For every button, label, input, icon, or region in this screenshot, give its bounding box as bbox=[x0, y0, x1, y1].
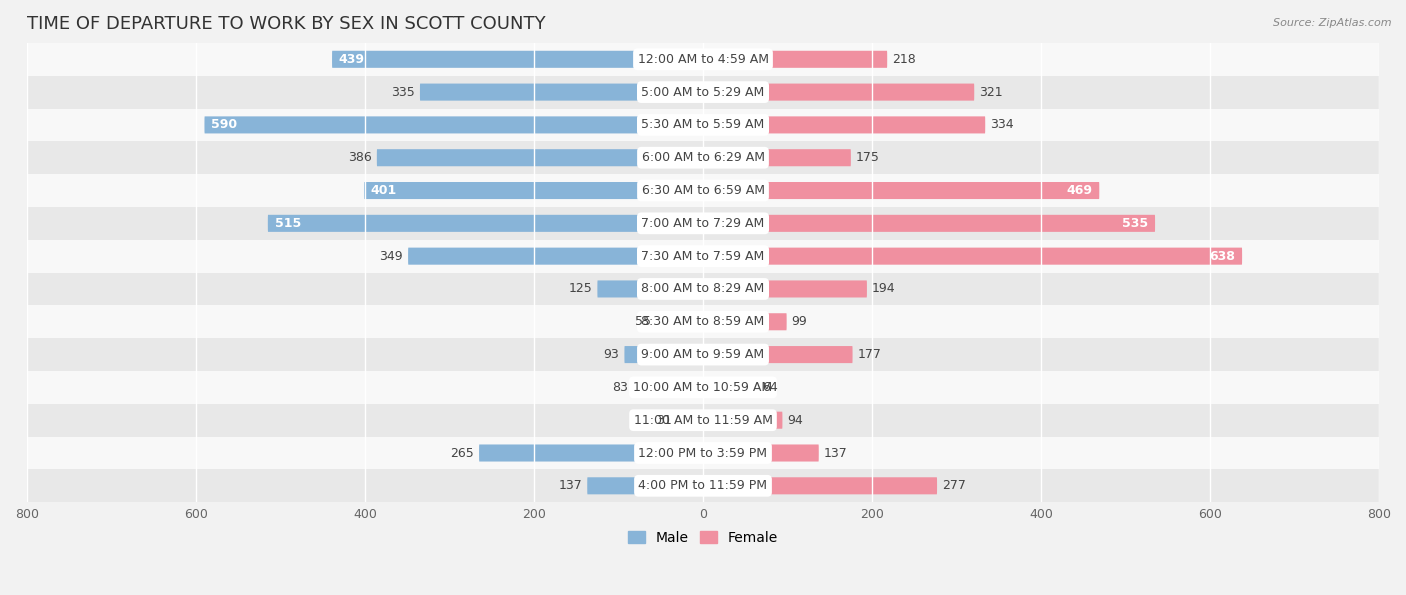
FancyBboxPatch shape bbox=[588, 477, 703, 494]
FancyBboxPatch shape bbox=[703, 182, 1099, 199]
FancyBboxPatch shape bbox=[703, 477, 936, 494]
Text: 12:00 AM to 4:59 AM: 12:00 AM to 4:59 AM bbox=[637, 53, 769, 66]
Text: 590: 590 bbox=[211, 118, 238, 131]
Text: 64: 64 bbox=[762, 381, 778, 394]
Text: 137: 137 bbox=[824, 446, 848, 459]
FancyBboxPatch shape bbox=[598, 280, 703, 298]
Text: 7:00 AM to 7:29 AM: 7:00 AM to 7:29 AM bbox=[641, 217, 765, 230]
Legend: Male, Female: Male, Female bbox=[623, 525, 783, 550]
Text: 386: 386 bbox=[349, 151, 371, 164]
FancyBboxPatch shape bbox=[27, 305, 1379, 338]
FancyBboxPatch shape bbox=[703, 379, 756, 396]
Text: 334: 334 bbox=[990, 118, 1014, 131]
FancyBboxPatch shape bbox=[703, 248, 1241, 265]
Text: 6:30 AM to 6:59 AM: 6:30 AM to 6:59 AM bbox=[641, 184, 765, 197]
Text: 218: 218 bbox=[893, 53, 917, 66]
FancyBboxPatch shape bbox=[27, 207, 1379, 240]
FancyBboxPatch shape bbox=[27, 404, 1379, 437]
Text: 55: 55 bbox=[636, 315, 651, 328]
Text: 8:00 AM to 8:29 AM: 8:00 AM to 8:29 AM bbox=[641, 283, 765, 296]
FancyBboxPatch shape bbox=[657, 313, 703, 330]
Text: 9:00 AM to 9:59 AM: 9:00 AM to 9:59 AM bbox=[641, 348, 765, 361]
Text: 265: 265 bbox=[450, 446, 474, 459]
FancyBboxPatch shape bbox=[703, 346, 852, 363]
Text: 5:30 AM to 5:59 AM: 5:30 AM to 5:59 AM bbox=[641, 118, 765, 131]
FancyBboxPatch shape bbox=[676, 412, 703, 429]
Text: 401: 401 bbox=[371, 184, 396, 197]
Text: 5:00 AM to 5:29 AM: 5:00 AM to 5:29 AM bbox=[641, 86, 765, 99]
Text: Source: ZipAtlas.com: Source: ZipAtlas.com bbox=[1274, 18, 1392, 28]
FancyBboxPatch shape bbox=[27, 371, 1379, 404]
FancyBboxPatch shape bbox=[332, 51, 703, 68]
FancyBboxPatch shape bbox=[27, 108, 1379, 142]
FancyBboxPatch shape bbox=[27, 273, 1379, 305]
Text: 10:00 AM to 10:59 AM: 10:00 AM to 10:59 AM bbox=[634, 381, 772, 394]
FancyBboxPatch shape bbox=[27, 338, 1379, 371]
Text: 31: 31 bbox=[657, 414, 672, 427]
Text: 515: 515 bbox=[274, 217, 301, 230]
FancyBboxPatch shape bbox=[703, 83, 974, 101]
FancyBboxPatch shape bbox=[624, 346, 703, 363]
Text: 177: 177 bbox=[858, 348, 882, 361]
Text: 99: 99 bbox=[792, 315, 807, 328]
Text: 83: 83 bbox=[612, 381, 628, 394]
FancyBboxPatch shape bbox=[27, 469, 1379, 502]
Text: 335: 335 bbox=[391, 86, 415, 99]
FancyBboxPatch shape bbox=[204, 117, 703, 133]
FancyBboxPatch shape bbox=[364, 182, 703, 199]
Text: TIME OF DEPARTURE TO WORK BY SEX IN SCOTT COUNTY: TIME OF DEPARTURE TO WORK BY SEX IN SCOT… bbox=[27, 15, 546, 33]
Text: 175: 175 bbox=[856, 151, 880, 164]
FancyBboxPatch shape bbox=[377, 149, 703, 166]
Text: 469: 469 bbox=[1067, 184, 1092, 197]
FancyBboxPatch shape bbox=[408, 248, 703, 265]
FancyBboxPatch shape bbox=[27, 240, 1379, 273]
FancyBboxPatch shape bbox=[703, 444, 818, 462]
Text: 12:00 PM to 3:59 PM: 12:00 PM to 3:59 PM bbox=[638, 446, 768, 459]
FancyBboxPatch shape bbox=[27, 437, 1379, 469]
FancyBboxPatch shape bbox=[267, 215, 703, 232]
FancyBboxPatch shape bbox=[703, 51, 887, 68]
Text: 6:00 AM to 6:29 AM: 6:00 AM to 6:29 AM bbox=[641, 151, 765, 164]
Text: 8:30 AM to 8:59 AM: 8:30 AM to 8:59 AM bbox=[641, 315, 765, 328]
FancyBboxPatch shape bbox=[703, 313, 786, 330]
FancyBboxPatch shape bbox=[703, 149, 851, 166]
FancyBboxPatch shape bbox=[27, 174, 1379, 207]
Text: 321: 321 bbox=[980, 86, 1002, 99]
FancyBboxPatch shape bbox=[479, 444, 703, 462]
Text: 277: 277 bbox=[942, 480, 966, 492]
FancyBboxPatch shape bbox=[703, 215, 1156, 232]
Text: 11:00 AM to 11:59 AM: 11:00 AM to 11:59 AM bbox=[634, 414, 772, 427]
FancyBboxPatch shape bbox=[27, 43, 1379, 76]
Text: 93: 93 bbox=[603, 348, 620, 361]
Text: 194: 194 bbox=[872, 283, 896, 296]
Text: 638: 638 bbox=[1209, 250, 1236, 262]
Text: 535: 535 bbox=[1122, 217, 1149, 230]
Text: 125: 125 bbox=[568, 283, 592, 296]
Text: 4:00 PM to 11:59 PM: 4:00 PM to 11:59 PM bbox=[638, 480, 768, 492]
FancyBboxPatch shape bbox=[27, 142, 1379, 174]
FancyBboxPatch shape bbox=[703, 412, 782, 429]
Text: 137: 137 bbox=[558, 480, 582, 492]
Text: 349: 349 bbox=[380, 250, 404, 262]
FancyBboxPatch shape bbox=[420, 83, 703, 101]
FancyBboxPatch shape bbox=[703, 117, 986, 133]
Text: 439: 439 bbox=[339, 53, 364, 66]
Text: 94: 94 bbox=[787, 414, 803, 427]
Text: 7:30 AM to 7:59 AM: 7:30 AM to 7:59 AM bbox=[641, 250, 765, 262]
FancyBboxPatch shape bbox=[27, 76, 1379, 108]
FancyBboxPatch shape bbox=[633, 379, 703, 396]
FancyBboxPatch shape bbox=[703, 280, 868, 298]
